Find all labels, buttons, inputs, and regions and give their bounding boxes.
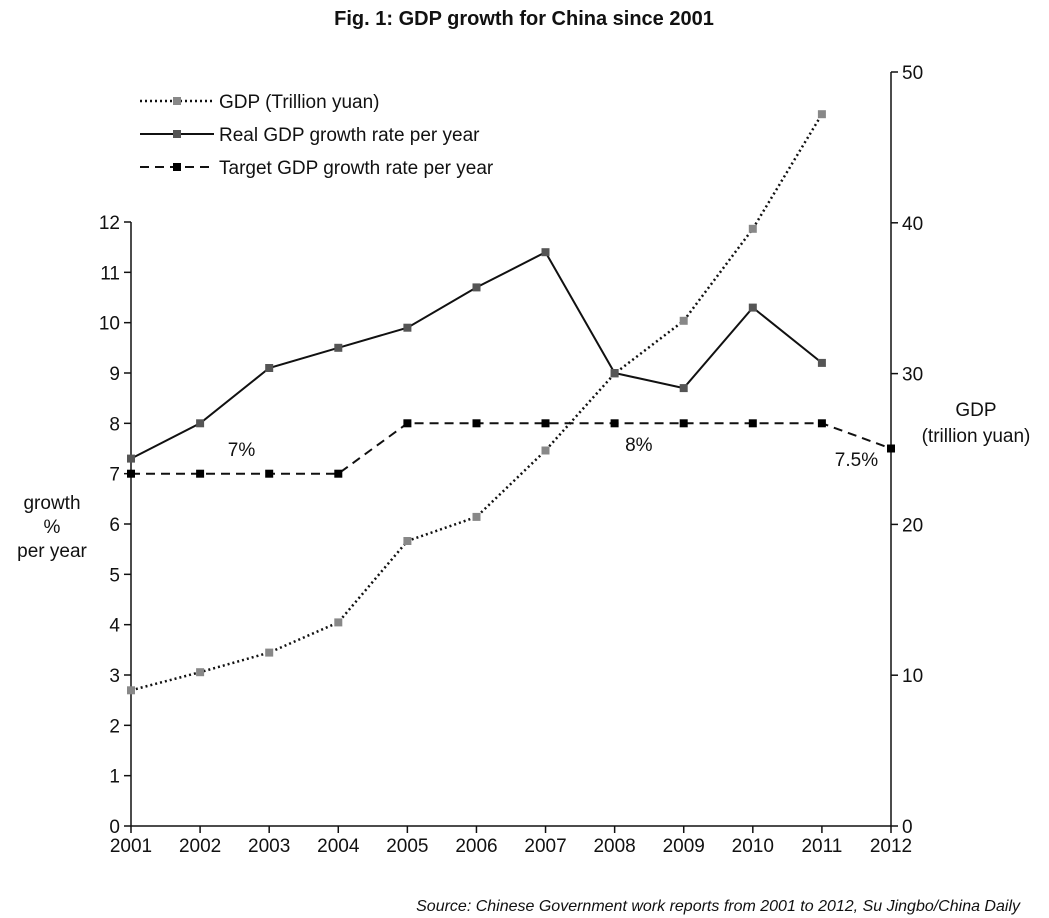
- right-y-tick-label: 20: [902, 515, 923, 536]
- data-point-gdp: [334, 618, 343, 627]
- data-point-real-growth: [196, 419, 205, 428]
- left-y-tick-label: 6: [109, 515, 120, 536]
- right-y-tick-label: 40: [902, 214, 923, 235]
- legend-item-real-growth: Real GDP growth rate per year: [140, 125, 480, 146]
- x-tick-label: 2006: [455, 836, 497, 857]
- data-point-gdp: [472, 512, 481, 521]
- legend-item-target-growth: Target GDP growth rate per year: [140, 158, 494, 179]
- x-tick-label: 2001: [110, 836, 152, 857]
- data-point-target-growth: [196, 469, 205, 478]
- data-point-target-growth: [472, 419, 481, 428]
- legend-marker-real-growth: [173, 130, 181, 138]
- data-point-real-growth: [679, 384, 688, 393]
- right-y-tick-label: 30: [902, 365, 923, 386]
- data-point-real-growth: [541, 248, 550, 257]
- left-y-tick-label: 5: [109, 565, 120, 586]
- data-point-real-growth: [817, 358, 826, 367]
- left-y-tick-label: 9: [109, 364, 120, 385]
- series-layer: [127, 110, 895, 695]
- legend-item-gdp: GDP (Trillion yuan): [140, 92, 380, 113]
- left-axis-label-line-1: growth: [23, 493, 80, 514]
- right-y-tick-label: 0: [902, 817, 913, 838]
- series-gdp: [127, 110, 826, 695]
- data-point-target-growth: [748, 419, 757, 428]
- data-point-target-growth: [334, 469, 343, 478]
- x-tick-label: 2003: [248, 836, 290, 857]
- series-line-real-growth: [130, 250, 823, 460]
- left-axis-label: growth % per year: [17, 493, 87, 562]
- data-point-real-growth: [472, 283, 481, 292]
- data-point-target-growth: [541, 419, 550, 428]
- data-point-gdp: [748, 224, 757, 233]
- legend: GDP (Trillion yuan) Real GDP growth rate…: [140, 92, 494, 179]
- legend-label-real-growth: Real GDP growth rate per year: [219, 125, 480, 146]
- left-y-tick-label: 1: [109, 767, 120, 788]
- right-axis-label: GDP (trillion yuan): [922, 400, 1031, 447]
- data-point-real-growth: [265, 364, 274, 372]
- legend-label-gdp: GDP (Trillion yuan): [219, 92, 380, 113]
- series-line-target-growth: [131, 422, 892, 475]
- x-tick-label: 2011: [801, 836, 842, 857]
- legend-marker-gdp: [173, 97, 181, 105]
- left-y-tick-label: 11: [100, 263, 120, 284]
- data-point-gdp: [679, 316, 688, 325]
- data-point-real-growth: [127, 454, 135, 463]
- x-tick-label: 2009: [663, 836, 705, 857]
- left-y-tick-label: 8: [109, 414, 120, 435]
- x-tick-label: 2008: [593, 836, 635, 857]
- legend-marker-target-growth: [173, 163, 181, 171]
- x-tick-label: 2012: [870, 836, 912, 857]
- data-point-gdp: [817, 110, 826, 119]
- left-y-tick-label: 4: [109, 616, 120, 637]
- data-point-gdp: [127, 686, 135, 695]
- legend-label-target-growth: Target GDP growth rate per year: [219, 158, 494, 179]
- left-y-tick-label: 12: [99, 213, 120, 234]
- right-axis-label-line-2: (trillion yuan): [922, 426, 1031, 447]
- source-note: Source: Chinese Government work reports …: [416, 898, 1021, 915]
- left-axis-label-line-3: per year: [17, 541, 87, 562]
- data-point-gdp: [196, 668, 205, 677]
- data-point-target-growth: [679, 419, 688, 428]
- left-y-tick-label: 3: [109, 666, 120, 687]
- left-y-tick-label: 7: [109, 465, 120, 486]
- right-y-tick-label: 10: [902, 666, 923, 687]
- annotation-label: 7.5%: [835, 450, 878, 471]
- x-tick-label: 2005: [386, 836, 428, 857]
- chart-title: Fig. 1: GDP growth for China since 2001: [334, 8, 714, 30]
- left-axis-label-line-2: %: [44, 517, 61, 538]
- data-point-target-growth: [610, 419, 619, 428]
- x-tick-label: 2002: [179, 836, 221, 857]
- data-point-real-growth: [403, 323, 412, 332]
- right-y-tick-label: 50: [902, 63, 923, 84]
- data-point-gdp: [265, 648, 274, 657]
- data-point-real-growth: [334, 343, 343, 352]
- left-y-tick-label: 10: [99, 314, 120, 335]
- data-point-gdp: [403, 537, 412, 545]
- data-point-target-growth: [403, 419, 412, 428]
- x-tick-label: 2010: [732, 836, 774, 857]
- data-point-target-growth: [265, 469, 274, 478]
- annotation-label: 7%: [228, 440, 256, 461]
- data-point-real-growth: [610, 369, 619, 377]
- series-target-growth: [127, 419, 895, 478]
- left-y-tick-label: 2: [109, 716, 120, 737]
- series-real-growth: [127, 248, 826, 463]
- annotation-label: 8%: [625, 435, 653, 456]
- axes: 2001 2002 2003 2004 2005 2006 2007 2008 2009 2010…: [99, 63, 923, 857]
- data-point-target-growth: [127, 469, 135, 478]
- x-tick-label: 2007: [524, 836, 566, 857]
- left-y-tick-label: 0: [109, 817, 120, 838]
- x-tick-label: 2004: [317, 836, 360, 857]
- series-line-gdp: [130, 113, 823, 692]
- data-point-target-growth: [817, 419, 826, 428]
- right-axis-label-line-1: GDP: [955, 400, 996, 421]
- data-point-target-growth: [887, 444, 895, 453]
- data-point-gdp: [541, 446, 550, 455]
- data-point-real-growth: [748, 303, 757, 312]
- annotation-layer: 7% 8% 7.5%: [228, 435, 878, 471]
